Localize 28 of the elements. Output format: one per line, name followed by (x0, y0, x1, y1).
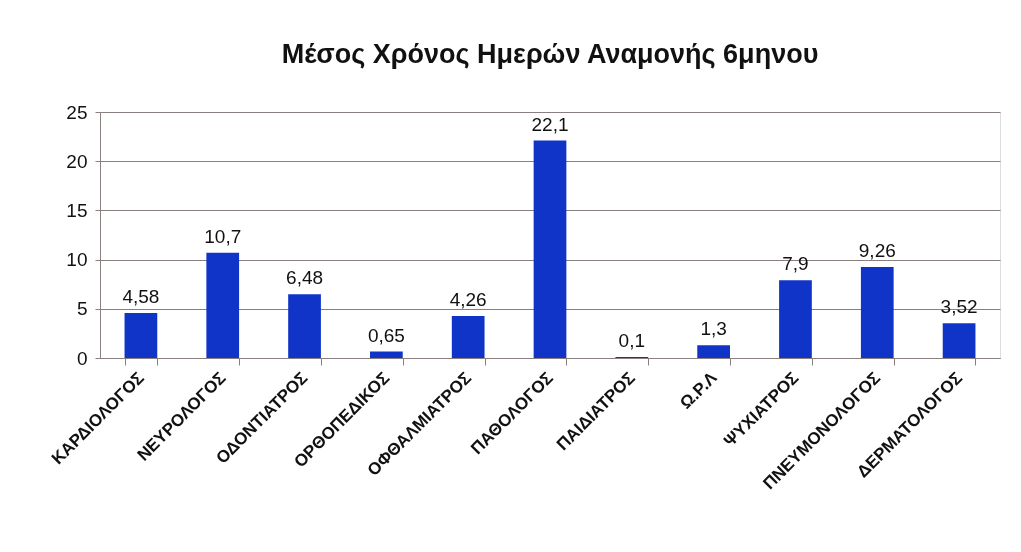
bar (779, 280, 812, 358)
y-tick-label: 20 (66, 150, 88, 172)
bar (370, 351, 403, 358)
bar (124, 312, 158, 358)
data-label: 6,48 (286, 267, 324, 289)
bar (451, 316, 485, 358)
chart-title: Μέσος Χρόνος Ημερών Αναμονής 6μηνου (281, 39, 819, 69)
y-tick-label: 10 (66, 249, 88, 271)
data-label: 0,1 (618, 330, 646, 352)
data-label: 4,58 (122, 285, 160, 307)
data-label: 3,52 (940, 296, 978, 318)
data-label: 4,26 (449, 289, 487, 311)
y-tick-label: 0 (76, 347, 88, 369)
data-label: 0,65 (367, 324, 405, 346)
data-label: 1,3 (700, 318, 727, 340)
y-tick-label: 25 (66, 101, 88, 123)
data-label: 22,1 (531, 113, 569, 135)
bar (206, 252, 240, 358)
bar (533, 140, 567, 358)
y-tick-label: 5 (76, 298, 88, 320)
bar (697, 345, 730, 358)
bar (860, 266, 894, 358)
bar (942, 323, 976, 358)
data-label: 7,9 (782, 253, 809, 275)
data-label: 10,7 (204, 225, 242, 247)
y-tick-label: 15 (66, 199, 88, 221)
data-label: 9,26 (858, 239, 896, 261)
bar (288, 294, 321, 358)
